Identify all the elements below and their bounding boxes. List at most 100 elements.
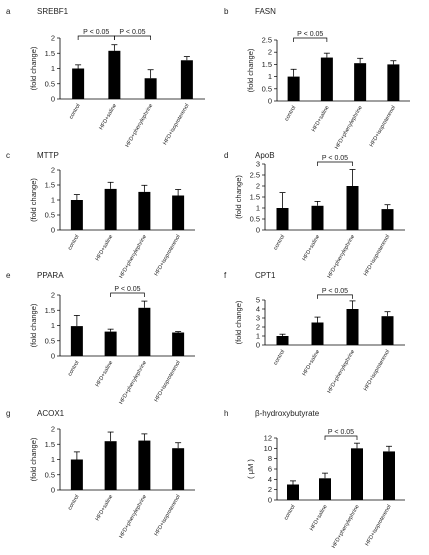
x-tick-label: control	[68, 103, 81, 120]
chart-title: CPT1	[255, 271, 276, 280]
x-tick-label: HFD+phenylephrine	[118, 360, 148, 406]
x-tick-label: HFD+saline	[95, 234, 115, 262]
bar	[387, 64, 400, 101]
bar	[70, 459, 83, 490]
y-axis-label: (fold change)	[29, 46, 38, 90]
y-tick-label: 1	[51, 64, 55, 73]
significance-bracket	[324, 435, 358, 440]
y-axis-label: (fold change)	[246, 48, 255, 92]
x-tick-label: HFD+isoproterenol	[154, 360, 182, 403]
bar	[354, 63, 367, 101]
y-tick-label: 1	[51, 321, 55, 330]
x-tick-label: HFD+phenylephrine	[331, 504, 361, 550]
x-tick-label: control	[273, 234, 286, 251]
y-tick-label: 0.5	[45, 211, 55, 220]
y-tick-label: 0	[51, 486, 55, 495]
x-tick-label: HFD+saline	[309, 504, 329, 532]
y-tick-label: 0.5	[45, 470, 55, 479]
y-tick-label: 1.5	[45, 181, 55, 190]
y-tick-label: 2	[51, 291, 55, 300]
y-tick-label: 0	[256, 226, 260, 235]
y-tick-label: 0	[256, 341, 260, 350]
bar	[320, 57, 333, 101]
y-tick-label: 2	[268, 485, 272, 494]
panel-letter: c	[6, 151, 10, 160]
y-tick-label: 0	[268, 496, 272, 505]
y-tick-label: 5	[256, 296, 260, 305]
bar	[346, 309, 359, 345]
y-tick-label: 1	[51, 455, 55, 464]
bar	[172, 195, 185, 230]
x-tick-label: HFD+saline	[302, 234, 322, 262]
x-tick-label: control	[273, 349, 286, 366]
x-tick-label: HFD+phenylephrine	[326, 234, 356, 280]
y-tick-label: 10	[264, 444, 272, 453]
y-tick-label: 0	[268, 97, 272, 106]
significance-bracket	[77, 35, 115, 40]
bar	[72, 68, 85, 99]
x-tick-label: control	[283, 504, 296, 521]
x-tick-label: HFD+saline	[95, 494, 115, 522]
chart-title: PPARA	[37, 271, 64, 280]
panel-letter: e	[6, 271, 11, 280]
y-tick-label: 2	[51, 34, 55, 43]
bar	[70, 326, 83, 356]
y-tick-label: 1.5	[45, 306, 55, 315]
y-tick-label: 0.5	[45, 336, 55, 345]
significance-label: P < 0.05	[114, 286, 140, 293]
significance-label: P < 0.05	[119, 29, 145, 36]
bar	[180, 60, 193, 99]
bar	[311, 205, 324, 230]
x-tick-label: HFD+isoproterenol	[154, 494, 182, 537]
x-tick-label: HFD+saline	[98, 103, 118, 131]
panel-letter: b	[224, 7, 229, 16]
chart-panel-a: a SREBF1 (fold change) 0 0.5 1 1.5 2 control HFD+…	[6, 7, 205, 149]
y-tick-label: 1	[51, 196, 55, 205]
chart-panel-d: d ApoB (fold change) 0 0.5 1 1.5 2 2.5 3 control HF…	[224, 151, 405, 280]
bar	[319, 478, 331, 500]
panel-letter: g	[6, 409, 10, 418]
y-tick-label: 3	[256, 160, 260, 169]
chart-panel-g: g ACOX1 (fold change) 0 0.5 1 1.5 2 control HFD+s…	[6, 409, 195, 540]
x-tick-label: control	[67, 234, 80, 251]
bar	[381, 209, 394, 230]
significance-label: P < 0.05	[322, 288, 348, 295]
y-tick-label: 4	[268, 475, 272, 484]
chart-panel-b: b FASN (fold change) 0 0.5 1 1.5 2 2.5 control HFD…	[224, 7, 410, 151]
y-tick-label: 0	[51, 352, 55, 361]
y-tick-label: 0.5	[45, 79, 55, 88]
y-tick-label: 2	[256, 182, 260, 191]
y-tick-label: 8	[268, 454, 272, 463]
x-tick-label: HFD+saline	[311, 105, 331, 133]
significance-label: P < 0.05	[322, 155, 348, 162]
panel-letter: a	[6, 7, 11, 16]
bar	[311, 322, 324, 345]
x-tick-label: HFD+phenylephrine	[118, 234, 148, 280]
y-tick-label: 1.5	[250, 193, 260, 202]
x-tick-label: control	[67, 360, 80, 377]
x-tick-label: HFD+saline	[95, 360, 115, 388]
y-tick-label: 12	[264, 434, 272, 443]
x-tick-label: HFD+phenylephrine	[125, 103, 155, 149]
x-tick-label: HFD+isoproterenol	[363, 234, 391, 277]
y-tick-label: 2.5	[250, 171, 260, 180]
bar	[104, 331, 117, 356]
significance-label: P < 0.05	[297, 31, 323, 38]
y-axis-label: ( μM )	[246, 459, 255, 479]
significance-label: P < 0.05	[328, 429, 354, 436]
y-tick-label: 1	[256, 332, 260, 341]
x-tick-label: HFD+phenylephrine	[326, 349, 356, 395]
y-axis-label: (fold change)	[29, 178, 38, 222]
bar	[351, 448, 363, 500]
bar	[108, 50, 121, 99]
x-tick-label: control	[284, 105, 297, 122]
bar	[138, 440, 151, 490]
y-tick-label: 2	[256, 323, 260, 332]
bar	[381, 316, 394, 345]
x-tick-label: HFD+isoproterenol	[162, 103, 190, 146]
bar	[287, 484, 299, 500]
chart-title: FASN	[255, 7, 276, 16]
x-tick-label: HFD+saline	[302, 349, 322, 377]
y-tick-label: 2	[268, 48, 272, 57]
